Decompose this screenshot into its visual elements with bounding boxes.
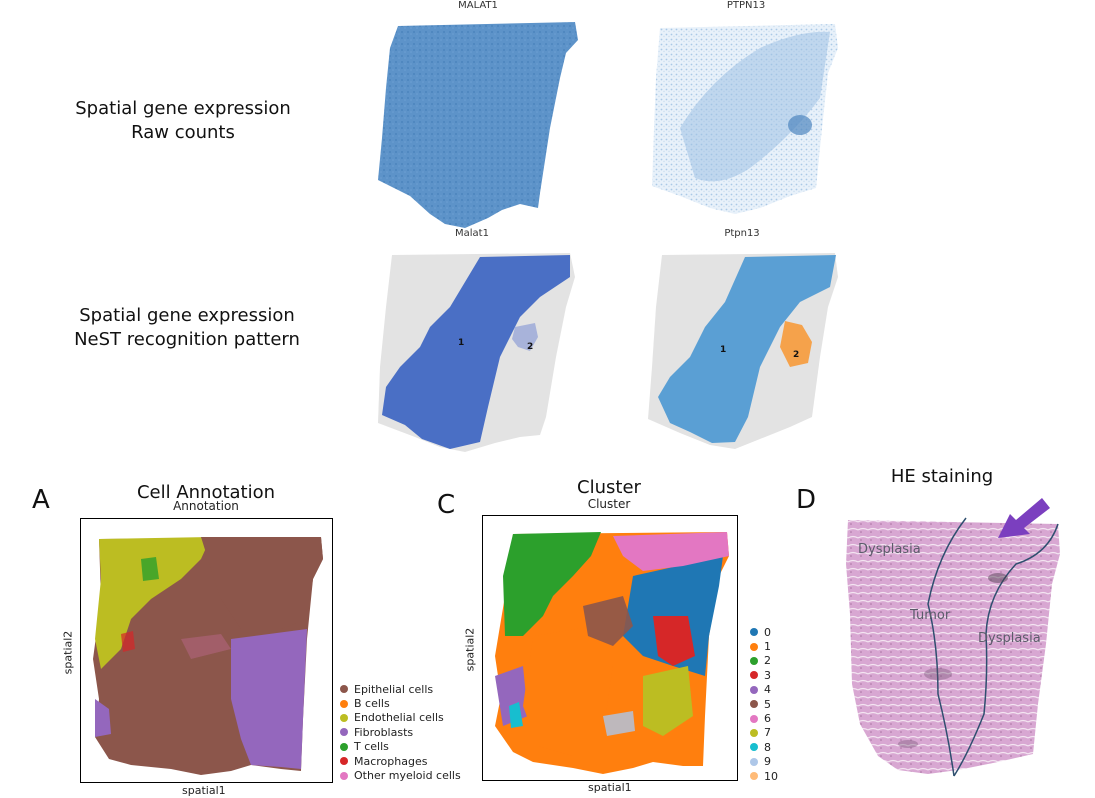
legend-swatch [340, 742, 348, 751]
legend-item: 0 [750, 625, 778, 639]
legend-swatch [750, 671, 758, 680]
he-label-dysplasia-left: Dysplasia [858, 542, 921, 557]
panel-d-he-image [846, 517, 1060, 777]
legend-swatch [750, 743, 758, 752]
panel-c-letter: C [437, 490, 456, 520]
legend-swatch [340, 728, 348, 737]
legend-swatch [750, 757, 758, 766]
panel-a-legend: Epithelial cells B cells Endothelial cel… [340, 682, 461, 783]
panel-c-title: Cluster [577, 477, 641, 498]
panel-c-frame [482, 515, 738, 781]
legend-swatch [750, 728, 758, 737]
legend-label: 1 [764, 640, 771, 654]
legend-label: 2 [764, 654, 771, 668]
panel-c-xlabel: spatial1 [588, 781, 632, 794]
panel-a-ylabel: spatial2 [61, 630, 75, 675]
nest-malat1-title: Malat1 [455, 228, 489, 239]
nest-malat1-region2-label: 2 [527, 342, 533, 352]
legend-label: Fibroblasts [354, 725, 414, 739]
panel-a-tissue [93, 537, 323, 775]
legend-item: 2 [750, 654, 778, 668]
legend-label: T cells [354, 740, 389, 754]
legend-item: 9 [750, 755, 778, 769]
legend-swatch [340, 699, 348, 708]
nest-malat1-region1-label: 1 [458, 338, 464, 348]
legend-swatch [750, 700, 758, 709]
arrow-icon [998, 498, 1050, 538]
legend-item: Macrophages [340, 754, 461, 768]
legend-label: B cells [354, 697, 390, 711]
panel-a-frame [80, 518, 333, 783]
legend-label: 10 [764, 769, 778, 783]
row2-label: Spatial gene expression NeST recognition… [52, 304, 322, 352]
legend-label: 3 [764, 668, 771, 682]
panel-c-legend: 0 1 2 3 4 5 6 7 8 9 10 [750, 625, 778, 783]
nest-ptpn13-region2-label: 2 [793, 350, 799, 360]
nest-ptpn13-region1-label: 1 [720, 345, 726, 355]
he-label-tumor: Tumor [910, 608, 951, 623]
raw-ptpn13-tissue [652, 24, 838, 214]
legend-label: 8 [764, 740, 771, 754]
panel-a-letter: A [32, 485, 50, 515]
nest-ptpn13-title: Ptpn13 [724, 228, 760, 239]
panel-d-letter: D [796, 485, 817, 515]
legend-item: 6 [750, 711, 778, 725]
legend-item: Fibroblasts [340, 725, 461, 739]
row1-label-line1: Spatial gene expression [75, 98, 291, 119]
raw-ptpn13-title: PTPN13 [726, 0, 766, 11]
legend-swatch [750, 685, 758, 694]
legend-swatch [340, 757, 348, 766]
raw-malat1-tissue [378, 22, 578, 228]
panel-a-title: Cell Annotation [136, 482, 276, 503]
legend-item: Epithelial cells [340, 682, 461, 696]
he-label-dysplasia-right: Dysplasia [978, 631, 1041, 646]
legend-swatch [750, 714, 758, 723]
legend-item: Other myeloid cells [340, 768, 461, 782]
legend-swatch [750, 656, 758, 665]
legend-label: Other myeloid cells [354, 769, 461, 783]
legend-item: B cells [340, 696, 461, 710]
legend-label: Macrophages [354, 754, 428, 768]
legend-item: 8 [750, 740, 778, 754]
legend-label: 0 [764, 625, 771, 639]
row2-label-line2: NeST recognition pattern [74, 329, 300, 350]
legend-swatch [340, 713, 348, 722]
panel-c-ylabel: spatial2 [463, 627, 477, 672]
legend-swatch [750, 642, 758, 651]
row2-label-line1: Spatial gene expression [79, 305, 295, 326]
legend-swatch [750, 772, 758, 781]
legend-swatch [340, 685, 348, 694]
legend-item: 7 [750, 726, 778, 740]
legend-label: 4 [764, 683, 771, 697]
nest-malat1-pattern: 1 2 [378, 253, 575, 452]
legend-item: Endothelial cells [340, 711, 461, 725]
raw-malat1-title: MALAT1 [458, 0, 498, 11]
legend-label: 6 [764, 712, 771, 726]
panel-c-tissue [495, 532, 729, 774]
row1-label: Spatial gene expression Raw counts [48, 97, 318, 145]
row1-label-line2: Raw counts [131, 122, 235, 143]
legend-item: 4 [750, 683, 778, 697]
panel-a-xlabel: spatial1 [182, 784, 226, 797]
legend-item: T cells [340, 740, 461, 754]
panel-d-title: HE staining [890, 466, 994, 487]
legend-item: 1 [750, 639, 778, 653]
legend-item: 10 [750, 769, 778, 783]
legend-label: Epithelial cells [354, 682, 434, 696]
legend-item: 5 [750, 697, 778, 711]
legend-label: 7 [764, 726, 771, 740]
panel-c-subtitle: Cluster [587, 497, 631, 511]
legend-label: 5 [764, 697, 771, 711]
nest-ptpn13-pattern: 1 2 [648, 253, 838, 449]
legend-label: Endothelial cells [354, 711, 444, 725]
panel-a-subtitle: Annotation [173, 499, 239, 513]
legend-swatch [340, 771, 348, 780]
legend-item: 3 [750, 668, 778, 682]
legend-label: 9 [764, 755, 771, 769]
legend-swatch [750, 628, 758, 637]
